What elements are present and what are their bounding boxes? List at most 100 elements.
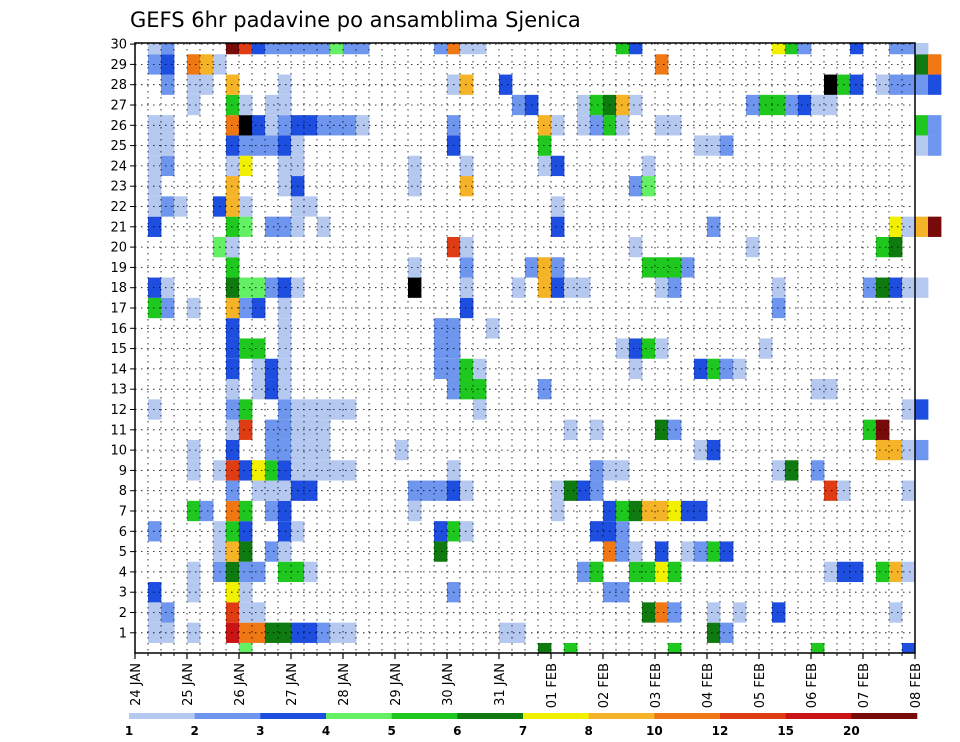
heatmap-cell xyxy=(148,155,162,177)
heatmap-cell xyxy=(343,115,357,136)
heatmap-cell xyxy=(811,94,825,116)
heatmap-cell xyxy=(538,135,552,156)
x-tick-label: 31 JAN xyxy=(493,663,508,706)
heatmap-cell xyxy=(889,43,903,55)
heatmap-cell xyxy=(239,297,253,319)
colorbar-label: 12 xyxy=(712,724,729,738)
heatmap-cell xyxy=(915,74,929,95)
heatmap-cell xyxy=(590,460,604,481)
heatmap-cell xyxy=(824,74,838,95)
heatmap-cell xyxy=(629,358,643,380)
heatmap-cell xyxy=(226,338,240,359)
heatmap-cell xyxy=(629,541,643,562)
y-tick-label: 17 xyxy=(110,302,127,317)
heatmap-cell xyxy=(278,176,292,197)
heatmap-cell xyxy=(668,277,682,298)
heatmap-cell xyxy=(252,358,266,380)
heatmap-cell xyxy=(304,460,318,481)
heatmap-cell xyxy=(252,480,266,501)
heatmap-cell xyxy=(304,43,318,55)
heatmap-cell xyxy=(226,94,240,116)
heatmap-cell xyxy=(538,379,552,400)
y-tick-label: 20 xyxy=(110,241,127,256)
x-tick-label: 06 FEB xyxy=(805,663,820,708)
heatmap-cell xyxy=(538,115,552,136)
heatmap-cell xyxy=(265,358,279,380)
heatmap-cell xyxy=(655,115,669,136)
heatmap-cell xyxy=(161,277,175,298)
heatmap-cell xyxy=(824,480,838,501)
x-tick-label: 29 JAN xyxy=(389,663,404,706)
heatmap-cell xyxy=(239,622,253,643)
y-tick-label: 18 xyxy=(110,281,127,296)
y-tick-label: 23 xyxy=(110,180,127,195)
y-tick-label: 16 xyxy=(110,322,127,337)
heatmap-cell xyxy=(317,43,331,55)
heatmap-cell xyxy=(239,561,253,583)
heatmap-cell xyxy=(252,135,266,156)
heatmap-cell xyxy=(265,115,279,136)
y-tick-label: 30 xyxy=(110,38,127,53)
colorbar-label: 2 xyxy=(190,724,198,738)
heatmap-cell xyxy=(629,236,643,258)
heatmap-cell xyxy=(655,338,669,359)
heatmap-cell xyxy=(564,642,578,653)
heatmap-cell xyxy=(239,521,253,542)
heatmap-cell xyxy=(226,216,240,237)
heatmap-cell xyxy=(200,74,214,95)
heatmap-cell xyxy=(161,196,175,217)
heatmap-cell xyxy=(434,338,448,359)
heatmap-cell xyxy=(343,460,357,481)
heatmap-cell xyxy=(915,277,929,298)
x-tick-label: 25 JAN xyxy=(181,663,196,706)
heatmap-cell xyxy=(187,582,201,603)
heatmap-cell xyxy=(317,399,331,420)
heatmap-cell xyxy=(265,135,279,156)
y-tick-label: 10 xyxy=(110,444,127,459)
heatmap-cell xyxy=(590,94,604,116)
heatmap-cell xyxy=(928,74,942,95)
heatmap-cell xyxy=(278,358,292,380)
heatmap-cell xyxy=(551,216,565,237)
heatmap-cell xyxy=(460,358,474,380)
heatmap-cell xyxy=(278,500,292,522)
heatmap-cell xyxy=(902,480,916,501)
heatmap-cell xyxy=(278,155,292,177)
colorbar-label: 6 xyxy=(453,724,461,738)
heatmap-cell xyxy=(239,277,253,298)
y-tick-label: 14 xyxy=(110,362,127,377)
heatmap-cell xyxy=(187,500,201,522)
y-tick-label: 21 xyxy=(110,220,127,235)
heatmap-cell xyxy=(460,257,474,278)
heatmap-cell xyxy=(707,216,721,237)
heatmap-cell xyxy=(902,642,916,653)
heatmap-cell xyxy=(265,541,279,562)
heatmap-cell xyxy=(642,500,656,522)
heatmap-cell xyxy=(304,419,318,440)
colorbar-swatch xyxy=(851,713,918,719)
heatmap-cell xyxy=(265,419,279,440)
heatmap-cell xyxy=(148,43,162,55)
heatmap-cell xyxy=(148,582,162,603)
heatmap-cell xyxy=(148,196,162,217)
heatmap-cell xyxy=(928,135,942,156)
heatmap-cell xyxy=(915,216,929,237)
y-tick-label: 6 xyxy=(119,525,127,540)
heatmap-cell xyxy=(265,622,279,643)
heatmap-cell xyxy=(343,399,357,420)
heatmap-cell xyxy=(304,439,318,461)
heatmap-cell xyxy=(824,94,838,116)
heatmap-cell xyxy=(928,216,942,237)
heatmap-cell xyxy=(239,399,253,420)
heatmap-cell xyxy=(187,439,201,461)
heatmap-cell xyxy=(460,480,474,501)
heatmap-cell xyxy=(356,115,370,136)
heatmap-cell xyxy=(317,439,331,461)
heatmap-cell xyxy=(187,74,201,95)
heatmap-cell xyxy=(668,561,682,583)
heatmap-cell xyxy=(798,43,812,55)
colorbar-swatch xyxy=(588,713,655,719)
heatmap-cell xyxy=(265,216,279,237)
heatmap-cell xyxy=(161,602,175,623)
heatmap-cell xyxy=(278,439,292,461)
